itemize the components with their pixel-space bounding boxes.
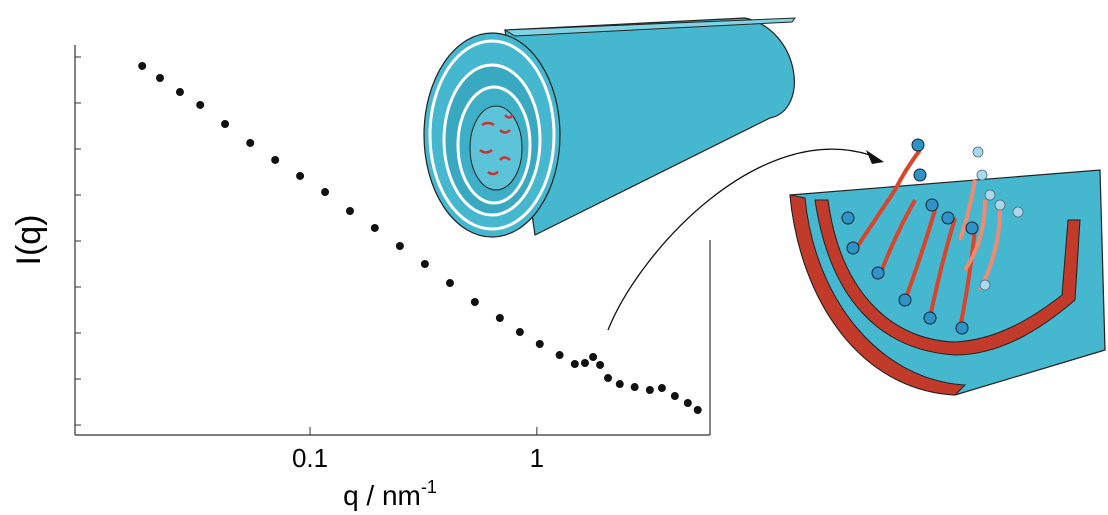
data-point <box>580 358 589 367</box>
arrow <box>607 148 871 331</box>
data-point <box>321 188 330 197</box>
data-point <box>604 374 613 383</box>
data-point <box>445 279 454 288</box>
data-point <box>555 351 564 360</box>
data-point <box>271 155 280 164</box>
data-point <box>138 61 147 70</box>
data-point <box>395 242 404 251</box>
data-point <box>515 328 524 337</box>
data-point <box>420 260 429 269</box>
half-cylinder-illustration <box>789 138 1106 396</box>
data-point <box>535 339 544 348</box>
data-point <box>155 73 164 82</box>
data-point <box>570 360 579 369</box>
data-point <box>615 380 624 389</box>
data-point <box>683 399 692 408</box>
cylinder-illustration <box>423 17 797 238</box>
data-point <box>495 313 504 322</box>
data-point <box>470 298 479 307</box>
data-point <box>175 88 184 97</box>
x-axis-title-superscript: -1 <box>421 477 437 497</box>
arrow-head <box>866 150 884 164</box>
data-point <box>246 138 255 147</box>
data-point <box>221 120 230 129</box>
x-tick-label: 1 <box>530 443 544 473</box>
data-point <box>630 383 639 392</box>
data-point <box>670 392 679 401</box>
data-point <box>196 100 205 109</box>
data-point <box>589 352 598 361</box>
x-tick-label: 0.1 <box>292 443 328 473</box>
x-axis-title-main: q / nm <box>343 480 421 511</box>
x-axis-title: q / nm-1 <box>343 477 437 511</box>
data-point <box>596 360 605 369</box>
data-point <box>645 386 654 395</box>
data-point <box>693 406 702 415</box>
data-point <box>370 223 379 232</box>
y-axis-title: I(q) <box>10 215 48 266</box>
data-point <box>345 206 354 215</box>
data-point <box>657 384 666 393</box>
data-point <box>296 171 305 180</box>
